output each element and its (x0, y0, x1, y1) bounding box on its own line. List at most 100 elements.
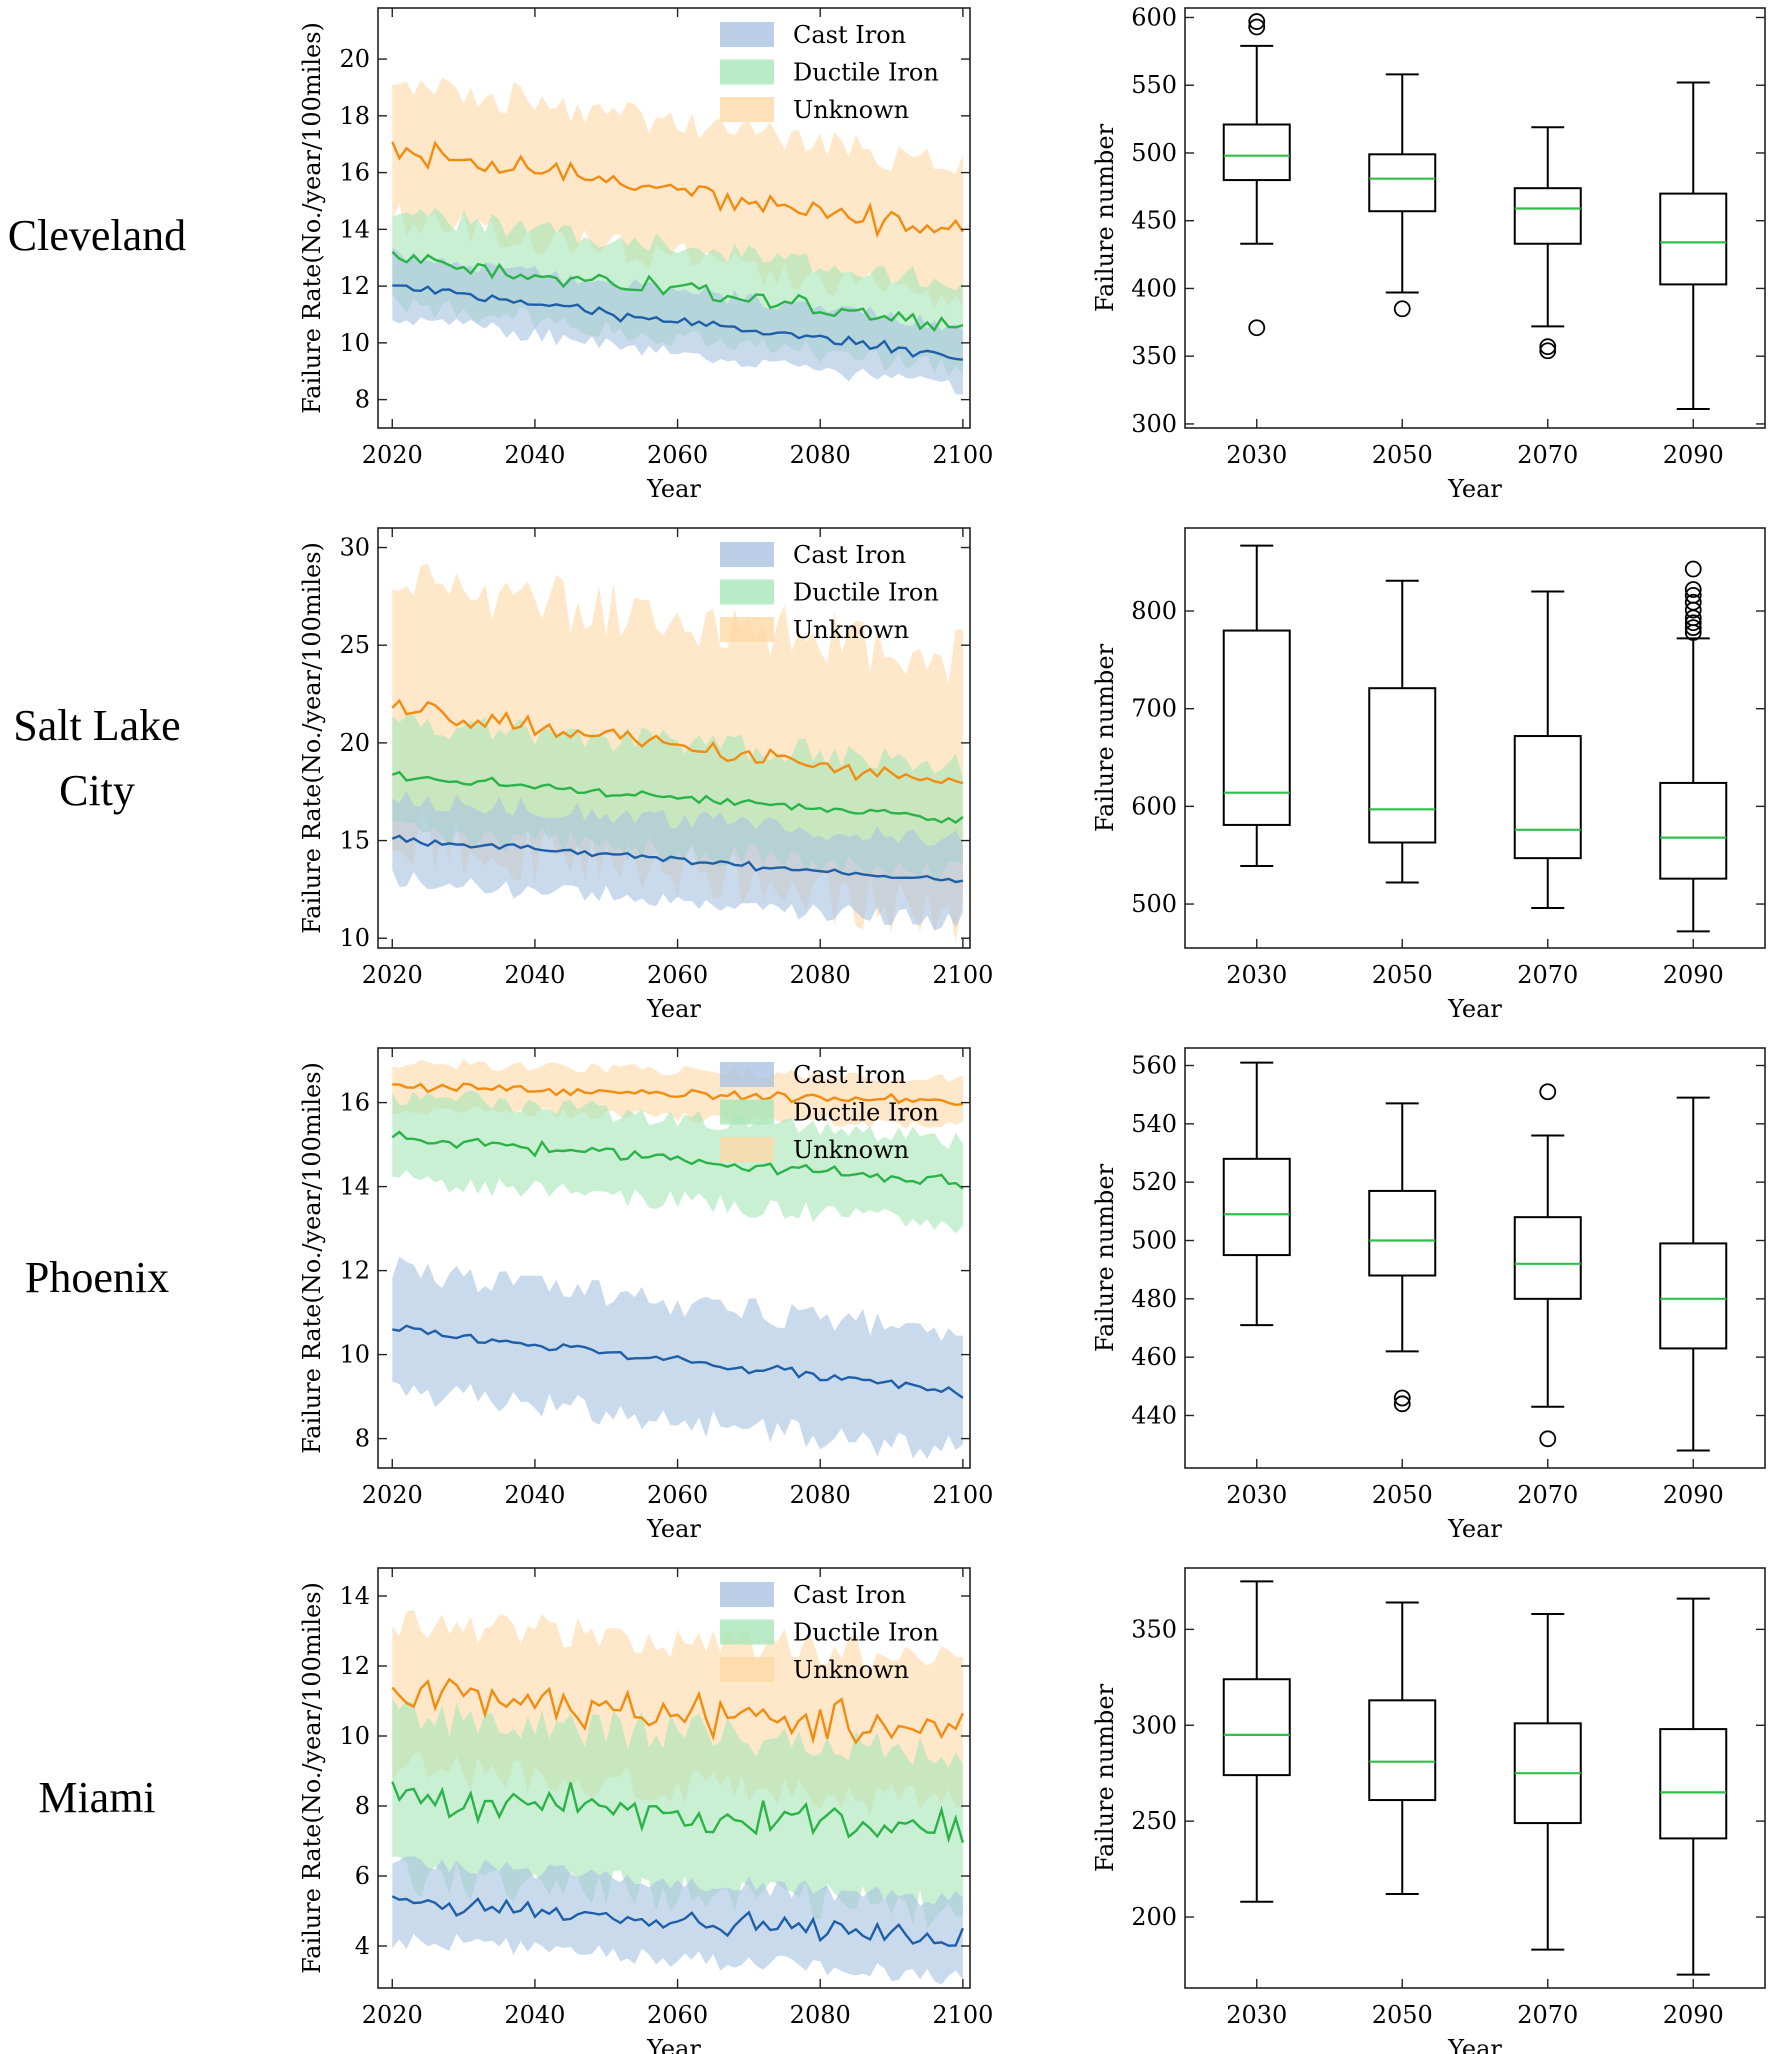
category-label: 2050 (1372, 441, 1433, 469)
year-xtick-label: 2100 (932, 441, 993, 469)
rate-ytick-label: 30 (339, 534, 370, 562)
cast-iron-line (392, 1324, 964, 1399)
legend-label: Cast Iron (793, 1581, 906, 1609)
category-label: 2070 (1517, 2001, 1578, 2029)
rate-ytick-label: 6 (355, 1862, 370, 1890)
year-xtick-label: 2040 (504, 1481, 565, 1509)
count-ytick-label: 800 (1131, 597, 1177, 625)
rate-ytick-label: 20 (339, 729, 370, 757)
category-label: 2070 (1517, 441, 1578, 469)
rate-ytick-label: 10 (339, 924, 370, 952)
outlier-point (1684, 586, 1702, 604)
unknown-line (391, 1677, 964, 1745)
count-ytick-label: 700 (1131, 695, 1177, 723)
outlier-point (1539, 1083, 1557, 1101)
category-label: 2070 (1517, 1481, 1578, 1509)
count-ytick-label: 500 (1131, 1227, 1177, 1255)
box-chart-3: 500 600 700 800 2030 2050 2070 2090 Year Failure … (1091, 527, 1766, 1023)
line-chart-4: 8 10 12 14 16 2020 2040 2060 2080 2100 Year Failure… (298, 1047, 993, 1543)
year-xtick-label: 2020 (362, 1481, 423, 1509)
category-label: 2070 (1517, 961, 1578, 989)
legend: Cast Iron Ductile Iron Unknown (720, 1581, 939, 1684)
box-chart-7: 200 250 300 350 2030 2050 2070 2090 Year Failure … (1091, 1567, 1766, 2054)
box-iqr (1222, 1157, 1291, 1257)
legend-label: Unknown (793, 616, 909, 644)
year-xtick-label: 2080 (790, 441, 851, 469)
y-axis-label: Failure number (1091, 123, 1119, 312)
city-label: Salt Lake (13, 701, 180, 750)
legend-label: Unknown (793, 1136, 909, 1164)
category-label: 2090 (1663, 1481, 1724, 1509)
count-ytick-label: 300 (1131, 1711, 1177, 1739)
cast-iron-band (392, 1256, 963, 1459)
count-ytick-label: 200 (1131, 1903, 1177, 1931)
rate-ytick-label: 14 (339, 215, 370, 243)
count-ytick-label: 350 (1131, 1615, 1177, 1643)
rate-ytick-label: 14 (339, 1582, 370, 1610)
category-label: 2050 (1372, 961, 1433, 989)
legend-swatch (720, 1582, 774, 1607)
x-axis-label: Year (1447, 2035, 1502, 2054)
year-xtick-label: 2080 (790, 1481, 851, 1509)
year-xtick-label: 2080 (790, 2001, 851, 2029)
y-axis-label: Failure Rate(No./year/100miles) (298, 542, 326, 934)
count-ytick-label: 600 (1131, 792, 1177, 820)
year-xtick-label: 2060 (647, 961, 708, 989)
outlier-point (1684, 581, 1702, 598)
y-axis-label: Failure Rate(No./year/100miles) (298, 1582, 326, 1974)
x-axis-label: Year (646, 1515, 701, 1543)
legend-swatch (720, 97, 774, 122)
ductile-iron-line (391, 251, 964, 332)
box-iqr (1513, 1216, 1582, 1300)
count-ytick-label: 500 (1131, 139, 1177, 167)
legend-swatch (720, 1062, 774, 1087)
box-iqr (1659, 192, 1728, 286)
rate-ytick-label: 8 (355, 386, 370, 414)
count-ytick-label: 520 (1131, 1168, 1177, 1196)
cast-iron-line (392, 284, 964, 361)
rate-ytick-label: 16 (339, 1089, 370, 1117)
y-axis-label: Failure number (1091, 643, 1119, 832)
ductile-iron-line (391, 1781, 965, 1844)
legend-swatch (720, 617, 774, 642)
cast-iron-band (392, 247, 963, 395)
unknown-line (392, 1082, 964, 1107)
box-chart-5: 440 460 480 500 520 540 560 2030 2050 2070 2090 Yea… (1091, 1047, 1766, 1543)
line-chart-6: 4 6 8 10 12 14 2020 2040 2060 2080 2100 Year Failure… (298, 1567, 993, 2054)
x-axis-label: Year (646, 2035, 701, 2054)
cast-iron-band (392, 790, 963, 931)
outlier-point (1393, 300, 1411, 318)
count-ytick-label: 500 (1131, 890, 1177, 918)
year-xtick-label: 2060 (647, 441, 708, 469)
outlier-point (1248, 18, 1266, 36)
count-ytick-label: 480 (1131, 1285, 1177, 1313)
legend: Cast Iron Ductile Iron Unknown (720, 21, 939, 124)
box-iqr (1222, 123, 1291, 182)
legend-label: Ductile Iron (793, 1619, 939, 1647)
year-xtick-label: 2020 (362, 441, 423, 469)
outlier-point (1248, 13, 1266, 30)
category-label: 2090 (1663, 961, 1724, 989)
count-ytick-label: 540 (1131, 1110, 1177, 1138)
legend-label: Ductile Iron (793, 59, 939, 87)
year-xtick-label: 2060 (647, 2001, 708, 2029)
outlier-point (1684, 619, 1702, 637)
unknown-line (391, 140, 964, 239)
y-axis-label: Failure number (1091, 1683, 1119, 1872)
year-xtick-label: 2060 (647, 1481, 708, 1509)
category-label: 2030 (1226, 441, 1287, 469)
x-axis-label: Year (646, 995, 701, 1023)
count-ytick-label: 250 (1131, 1807, 1177, 1835)
count-ytick-label: 600 (1131, 3, 1177, 31)
y-axis-label: Failure number (1091, 1163, 1119, 1352)
year-xtick-label: 2040 (504, 2001, 565, 2029)
rate-ytick-label: 10 (339, 1722, 370, 1750)
year-xtick-label: 2020 (362, 2001, 423, 2029)
outlier-point (1393, 1395, 1411, 1413)
count-ytick-label: 460 (1131, 1343, 1177, 1371)
year-xtick-label: 2080 (790, 961, 851, 989)
rate-ytick-label: 12 (339, 1257, 370, 1285)
city-label: City (59, 766, 135, 815)
legend-label: Cast Iron (793, 541, 906, 569)
legend-swatch (720, 22, 774, 47)
